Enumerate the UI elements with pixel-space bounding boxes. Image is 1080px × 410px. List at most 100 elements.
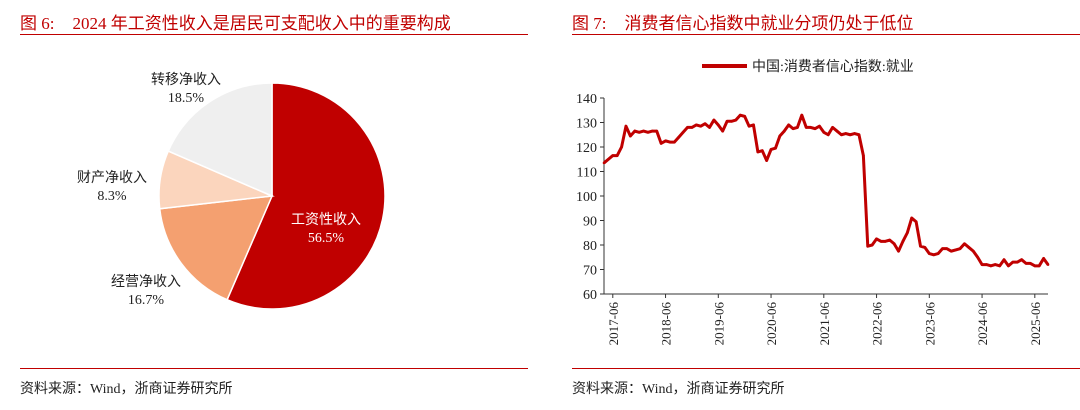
data-point: [958, 247, 962, 250]
pie-slice: [226, 82, 386, 310]
data-point: [932, 253, 935, 257]
data-point: [782, 129, 786, 133]
data-point: [976, 255, 979, 259]
x-tick-label: 2023-06: [922, 302, 937, 346]
data-point: [611, 154, 615, 157]
data-point: [646, 131, 650, 134]
y-tick-label: 90: [583, 215, 597, 230]
data-point: [809, 126, 812, 129]
data-point: [857, 133, 861, 137]
x-tick-label: 2017-06: [606, 302, 621, 346]
data-point: [971, 249, 975, 253]
data-point: [651, 129, 654, 133]
data-point: [690, 126, 694, 129]
data-point: [677, 135, 681, 139]
data-point: [884, 240, 887, 243]
data-point: [1024, 262, 1028, 265]
data-point: [699, 124, 703, 128]
y-tick-label: 130: [576, 117, 597, 132]
data-point: [998, 264, 1001, 268]
data-point: [721, 129, 724, 133]
data-point: [633, 129, 637, 133]
left-source: 资料来源：Wind，浙商证券研究所: [20, 382, 233, 397]
data-point: [686, 126, 689, 129]
data-point: [923, 246, 927, 249]
data-point: [708, 126, 711, 129]
x-tick-label: 2019-06: [711, 302, 726, 346]
data-point: [703, 122, 707, 126]
left-figure-title-text: 2024 年工资性收入是居民可支配收入中的重要构成: [72, 14, 451, 33]
x-tick-label: 2024-06: [975, 302, 990, 346]
right-figure-number: 图 7:: [572, 14, 607, 33]
data-point: [826, 133, 830, 137]
data-point: [840, 133, 843, 137]
x-tick-label: 2021-06: [817, 302, 832, 346]
y-tick-label: 120: [576, 141, 597, 156]
right-figure-title: 图 7: 消费者信心指数中就业分项仍处于低位: [572, 9, 913, 34]
data-point: [615, 154, 619, 157]
data-point: [980, 263, 984, 266]
data-point: [712, 118, 716, 122]
left-figure-number: 图 6:: [20, 14, 55, 33]
data-point: [769, 148, 773, 151]
data-point: [1042, 257, 1045, 260]
y-tick-label: 140: [576, 92, 597, 107]
data-point: [629, 134, 632, 138]
x-tick-label: 2020-06: [764, 302, 779, 346]
data-point: [717, 123, 720, 127]
data-point: [734, 118, 738, 122]
data-point: [914, 220, 918, 224]
data-point: [928, 252, 931, 255]
data-point: [778, 134, 782, 138]
data-point: [637, 131, 641, 134]
data-point: [620, 145, 623, 149]
right-panel: 图 7: 消费者信心指数中就业分项仍处于低位 中国:消费者信心指数:就业 60 70 8…: [552, 0, 1080, 410]
data-point: [945, 247, 949, 250]
pie-slice-value: 56.5%: [308, 231, 345, 246]
data-point: [875, 237, 878, 241]
data-point: [804, 126, 808, 129]
data-point: [936, 252, 940, 255]
data-point: [892, 242, 896, 246]
pie-slice-name: 经营净收入: [111, 274, 181, 290]
left-title-rule: [20, 34, 528, 35]
data-point: [765, 159, 768, 162]
y-tick-label: 80: [583, 239, 597, 254]
data-point: [787, 123, 790, 127]
data-point: [642, 129, 645, 133]
data-point: [659, 142, 663, 145]
legend-label: 中国:消费者信心指数:就业: [752, 59, 914, 75]
data-point: [888, 238, 892, 242]
left-figure-title: 图 6: 2024 年工资性收入是居民可支配收入中的重要构成: [20, 9, 451, 34]
data-point: [730, 119, 733, 123]
pie-slice-name: 工资性收入: [291, 212, 361, 228]
data-point: [835, 129, 839, 133]
x-tick-label: 2018-06: [659, 302, 674, 346]
data-point: [967, 246, 971, 249]
data-point: [831, 126, 834, 129]
data-point: [949, 249, 953, 253]
data-point: [1015, 260, 1019, 264]
data-point: [725, 119, 729, 123]
x-tick-label: 2022-06: [870, 302, 885, 346]
y-tick-label: 60: [583, 288, 597, 303]
data-point: [800, 113, 804, 117]
data-point: [879, 240, 883, 243]
data-point: [862, 154, 865, 157]
data-point: [607, 157, 610, 161]
right-source: 资料来源：Wind，浙商证券研究所: [572, 382, 785, 397]
data-point: [738, 113, 742, 117]
data-point: [919, 244, 922, 248]
data-point: [848, 133, 852, 137]
data-point: [866, 244, 870, 248]
pie-slice-value: 8.3%: [97, 189, 127, 204]
data-point: [906, 231, 909, 235]
right-source-rule: [572, 368, 1080, 369]
data-point: [681, 131, 685, 134]
data-point: [624, 124, 628, 128]
data-point: [985, 263, 988, 266]
y-tick-label: 100: [576, 190, 597, 205]
pie-slice-name: 转移净收入: [151, 72, 221, 88]
data-point: [695, 123, 698, 127]
data-point: [818, 124, 821, 128]
